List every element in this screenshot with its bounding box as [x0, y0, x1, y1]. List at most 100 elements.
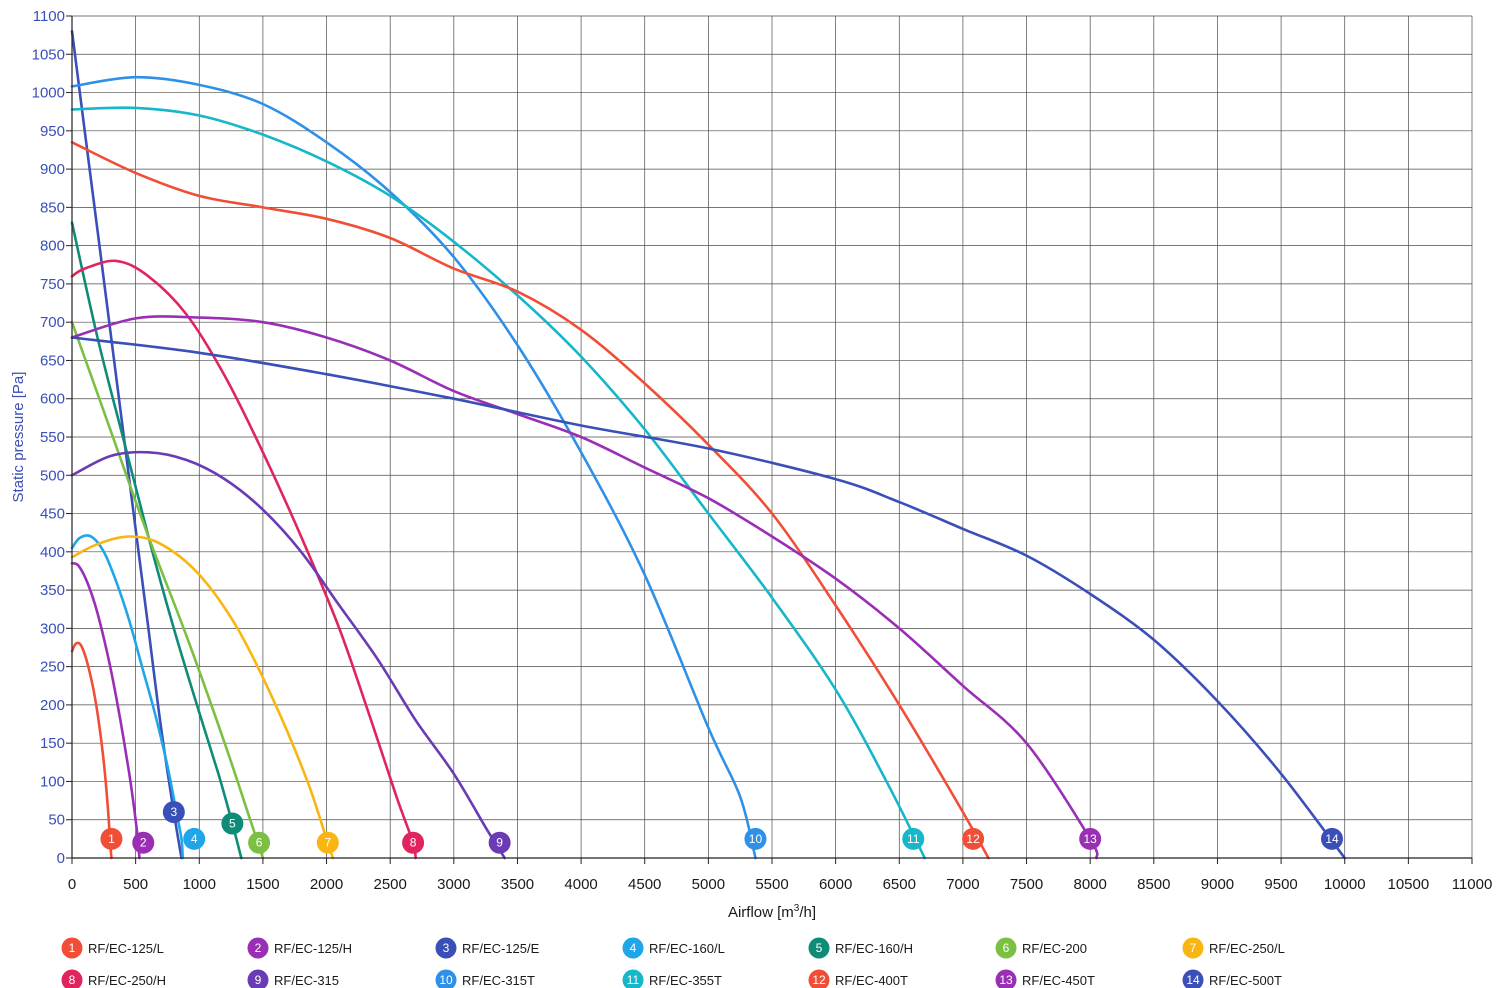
- curve-badge-number: 2: [140, 836, 147, 850]
- legend-badge-number: 12: [812, 973, 826, 987]
- curve-badge-number: 10: [749, 832, 763, 846]
- legend-badge-number: 6: [1003, 941, 1010, 955]
- curve-badge-14: [1321, 827, 1343, 850]
- curve-badge-7: [316, 831, 339, 854]
- curve-9: [70, 450, 506, 860]
- curve-11: [70, 106, 926, 860]
- legend-badge-number: 7: [1190, 941, 1197, 955]
- x-tick-label: 5500: [755, 876, 788, 893]
- x-tick-label: 5000: [692, 876, 725, 893]
- legend-badge: [435, 937, 457, 959]
- curve-badge-number: 3: [170, 805, 177, 819]
- y-tick-label: 50: [48, 812, 65, 829]
- legend-badge-number: 2: [255, 941, 262, 955]
- legend-badge: [808, 937, 830, 959]
- x-tick-label: 2000: [310, 876, 343, 893]
- y-tick-label: 800: [40, 238, 65, 255]
- legend-badge-number: 14: [1186, 973, 1200, 987]
- x-tick-label: 500: [123, 876, 148, 893]
- curve-badge-5: [221, 812, 244, 835]
- curve-badge-number: 11: [907, 832, 920, 846]
- legend-badge: [622, 937, 644, 959]
- x-tick-label: 2500: [373, 876, 406, 893]
- legend-badge: [1182, 937, 1204, 959]
- x-tick-label: 4500: [628, 876, 661, 893]
- legend-badge-number: 10: [439, 973, 453, 987]
- y-tick-label: 450: [40, 506, 65, 523]
- legend-badge: [622, 969, 644, 988]
- legend-label: RF/EC-200: [1022, 941, 1087, 956]
- curve-badge-number: 7: [324, 836, 331, 850]
- legend-label: RF/EC-125/H: [274, 941, 352, 956]
- curve-badge-number: 12: [966, 832, 980, 846]
- curve-badge-13: [1079, 827, 1102, 850]
- curve-7: [70, 535, 335, 860]
- y-tick-label: 300: [40, 620, 65, 637]
- legend-badge-number: 11: [627, 973, 640, 987]
- legend-label: RF/EC-160/H: [835, 941, 913, 956]
- legend-label: RF/EC-355T: [649, 973, 722, 988]
- legend-label: RF/EC-400T: [835, 973, 908, 988]
- curve-badge-number: 9: [496, 836, 503, 850]
- x-tick-label: 8500: [1137, 876, 1170, 893]
- curve-6: [70, 320, 265, 860]
- curve-badge-1: [100, 827, 123, 850]
- curve-10: [70, 75, 757, 860]
- x-tick-label: 1500: [246, 876, 279, 893]
- x-axis-title: Airflow [m3/h]: [728, 903, 816, 921]
- grid: [71, 15, 1473, 859]
- legend-label: RF/EC-125/L: [88, 941, 164, 956]
- legend-label: RF/EC-315T: [462, 973, 535, 988]
- curve-1: [70, 641, 113, 860]
- legend-badge-number: 3: [443, 941, 450, 955]
- curve-badge-number: 1: [108, 832, 115, 846]
- axes: 0 500 1000 1500 2000 2500 3000 3500 4000 4500 5000…: [10, 8, 1492, 921]
- curve-badge-number: 14: [1325, 832, 1339, 846]
- curve-badge-number: 8: [410, 836, 417, 850]
- curve-5: [70, 221, 243, 860]
- curve-3: [70, 30, 183, 860]
- x-tick-label: 10000: [1324, 876, 1366, 893]
- y-tick-label: 650: [40, 352, 65, 369]
- curve-badge-number: 4: [191, 832, 198, 846]
- y-tick-label: 600: [40, 391, 65, 408]
- x-tick-label: 0: [68, 876, 76, 893]
- x-tick-label: 6500: [883, 876, 916, 893]
- curve-badge-6: [248, 831, 271, 854]
- y-tick-label: 1100: [33, 8, 65, 25]
- x-tick-label: 8000: [1073, 876, 1106, 893]
- curve-badge-9: [488, 831, 511, 854]
- legend-badge-number: 1: [69, 941, 76, 955]
- legend-badge-number: 5: [816, 941, 823, 955]
- x-tick-label: 11000: [1452, 876, 1493, 893]
- x-tick-label: 4000: [564, 876, 597, 893]
- y-tick-label: 850: [40, 199, 65, 216]
- legend-badge: [247, 969, 269, 988]
- x-tick-label: 1000: [183, 876, 216, 893]
- y-tick-label: 950: [40, 123, 65, 140]
- y-tick-label: 900: [40, 161, 65, 178]
- legend-badge-number: 13: [999, 973, 1013, 987]
- y-tick-label: 350: [40, 582, 65, 599]
- curve-8: [70, 259, 417, 860]
- legend-label: RF/EC-125/E: [462, 941, 540, 956]
- y-tick-label: 0: [57, 850, 65, 867]
- legend-badge: [808, 969, 830, 988]
- y-tick-label: 700: [40, 314, 65, 331]
- legend-badge-number: 8: [69, 973, 76, 987]
- y-tick-label: 250: [40, 659, 65, 676]
- curve-badge-number: 6: [256, 836, 263, 850]
- curve-badge-number: 13: [1084, 832, 1098, 846]
- curve-12: [70, 141, 990, 860]
- legend-label: RF/EC-250/L: [1209, 941, 1285, 956]
- legend-badge: [61, 937, 83, 959]
- legend-badge: [435, 969, 457, 988]
- y-axis-title: Static pressure [Pa]: [10, 372, 27, 503]
- legend-label: RF/EC-500T: [1209, 973, 1282, 988]
- legend-badge: [247, 937, 269, 959]
- legend-label: RF/EC-250/H: [88, 973, 166, 988]
- curve-badge-4: [183, 827, 206, 850]
